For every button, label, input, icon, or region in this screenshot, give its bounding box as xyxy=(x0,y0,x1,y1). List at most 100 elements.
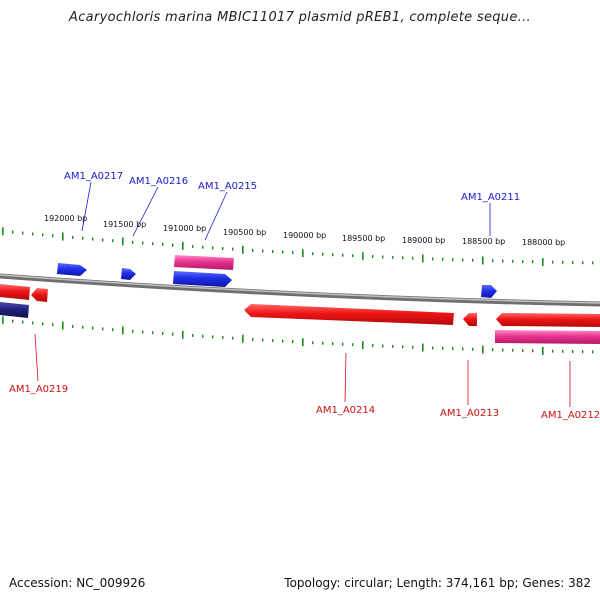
outer-tick xyxy=(372,255,374,259)
outer-tick xyxy=(32,232,34,236)
outer-tick xyxy=(112,239,114,243)
inner-tick xyxy=(492,348,494,352)
gene-label-AM1_A0215[interactable]: AM1_A0215 xyxy=(198,181,257,192)
outer-tick xyxy=(492,259,494,263)
gene-feature-other[interactable] xyxy=(0,302,29,318)
inner-tick xyxy=(2,316,4,325)
label-leader-line xyxy=(81,181,92,232)
inner-tick xyxy=(242,334,244,343)
gene-label-AM1_A0212[interactable]: AM1_A0212 xyxy=(541,410,600,421)
outer-tick xyxy=(592,261,594,265)
coord-label-191000: 191000 bp xyxy=(163,224,206,233)
inner-tick xyxy=(62,321,64,330)
inner-tick xyxy=(452,347,454,351)
outer-tick xyxy=(232,247,234,251)
gene-feature-rna[interactable] xyxy=(495,330,600,344)
outer-tick xyxy=(522,260,524,264)
coord-label-192000: 192000 bp xyxy=(44,214,87,223)
gene-feature-forward[interactable] xyxy=(481,285,497,298)
accession-text: Accession: NC_009926 xyxy=(9,576,146,590)
inner-tick xyxy=(392,344,394,348)
outer-tick xyxy=(172,243,174,247)
outer-tick xyxy=(52,234,54,238)
gene-feature-rna[interactable] xyxy=(174,255,234,270)
gene-label-AM1_A0217[interactable]: AM1_A0217 xyxy=(64,171,123,182)
outer-tick xyxy=(462,258,464,262)
inner-tick-track xyxy=(2,316,594,355)
outer-tick xyxy=(72,235,74,239)
outer-tick xyxy=(482,256,484,265)
coord-label-189500: 189500 bp xyxy=(342,234,385,243)
gene-feature-reverse[interactable] xyxy=(0,284,30,300)
inner-tick xyxy=(222,336,224,340)
inner-tick xyxy=(132,329,134,333)
gene-feature-reverse[interactable] xyxy=(31,288,48,302)
gene-feature-forward[interactable] xyxy=(57,263,87,276)
inner-tick xyxy=(352,343,354,347)
outer-tick xyxy=(222,247,224,251)
outer-tick xyxy=(212,246,214,250)
inner-tick xyxy=(562,349,564,353)
inner-tick xyxy=(102,327,104,331)
plasmid-backbone xyxy=(0,273,600,307)
inner-tick xyxy=(22,320,24,324)
coord-label-190500: 190500 bp xyxy=(223,228,266,237)
gene-label-AM1_A0214[interactable]: AM1_A0214 xyxy=(316,405,375,416)
inner-tick xyxy=(322,341,324,345)
outer-tick xyxy=(412,256,414,260)
outer-tick xyxy=(422,254,424,263)
inner-tick xyxy=(372,344,374,348)
gene-label-AM1_A0211[interactable]: AM1_A0211 xyxy=(461,192,520,203)
gene-label-AM1_A0216[interactable]: AM1_A0216 xyxy=(129,176,188,187)
inner-tick xyxy=(312,341,314,345)
inner-tick xyxy=(302,338,304,347)
inner-tick xyxy=(262,338,264,342)
coord-label-188500: 188500 bp xyxy=(462,237,505,246)
outer-tick xyxy=(392,255,394,259)
gene-feature-reverse[interactable] xyxy=(496,313,600,327)
outer-tick xyxy=(182,241,184,250)
outer-tick xyxy=(452,258,454,262)
inner-tick xyxy=(152,331,154,335)
inner-tick xyxy=(542,346,544,355)
inner-tick xyxy=(332,342,334,346)
inner-tick xyxy=(252,337,254,341)
outer-tick xyxy=(332,253,334,257)
outer-tick xyxy=(532,260,534,264)
outer-tick xyxy=(92,237,94,241)
outer-tick xyxy=(552,260,554,264)
label-leader-line xyxy=(132,186,159,237)
outer-tick xyxy=(122,237,124,246)
outer-tick xyxy=(192,245,194,249)
inner-tick xyxy=(142,330,144,334)
outer-tick xyxy=(432,257,434,261)
outer-tick xyxy=(2,227,4,236)
outer-tick xyxy=(292,251,294,255)
outer-tick xyxy=(562,260,564,264)
outer-tick xyxy=(472,258,474,262)
gene-feature-reverse[interactable] xyxy=(244,304,454,325)
inner-tick xyxy=(272,339,274,343)
outer-tick xyxy=(352,254,354,258)
label-leader-line xyxy=(344,352,347,403)
inner-tick xyxy=(232,336,234,340)
inner-tick xyxy=(42,322,44,326)
inner-tick xyxy=(282,339,284,343)
plasmid-backbone-highlight xyxy=(0,274,600,304)
gene-label-AM1_A0219[interactable]: AM1_A0219 xyxy=(9,384,68,395)
inner-tick xyxy=(412,345,414,349)
outer-tick xyxy=(382,255,384,259)
inner-tick xyxy=(122,326,124,335)
gene-feature-reverse[interactable] xyxy=(463,313,477,326)
inner-tick xyxy=(12,319,14,323)
outer-tick xyxy=(442,257,444,261)
gene-feature-forward[interactable] xyxy=(121,268,136,280)
inner-tick xyxy=(202,334,204,338)
gene-label-AM1_A0213[interactable]: AM1_A0213 xyxy=(440,408,499,419)
inner-tick xyxy=(362,341,364,350)
gene-feature-forward[interactable] xyxy=(173,271,232,287)
inner-tick xyxy=(502,348,504,352)
inner-tick xyxy=(402,345,404,349)
outer-tick xyxy=(362,252,364,261)
outer-tick xyxy=(132,240,134,244)
